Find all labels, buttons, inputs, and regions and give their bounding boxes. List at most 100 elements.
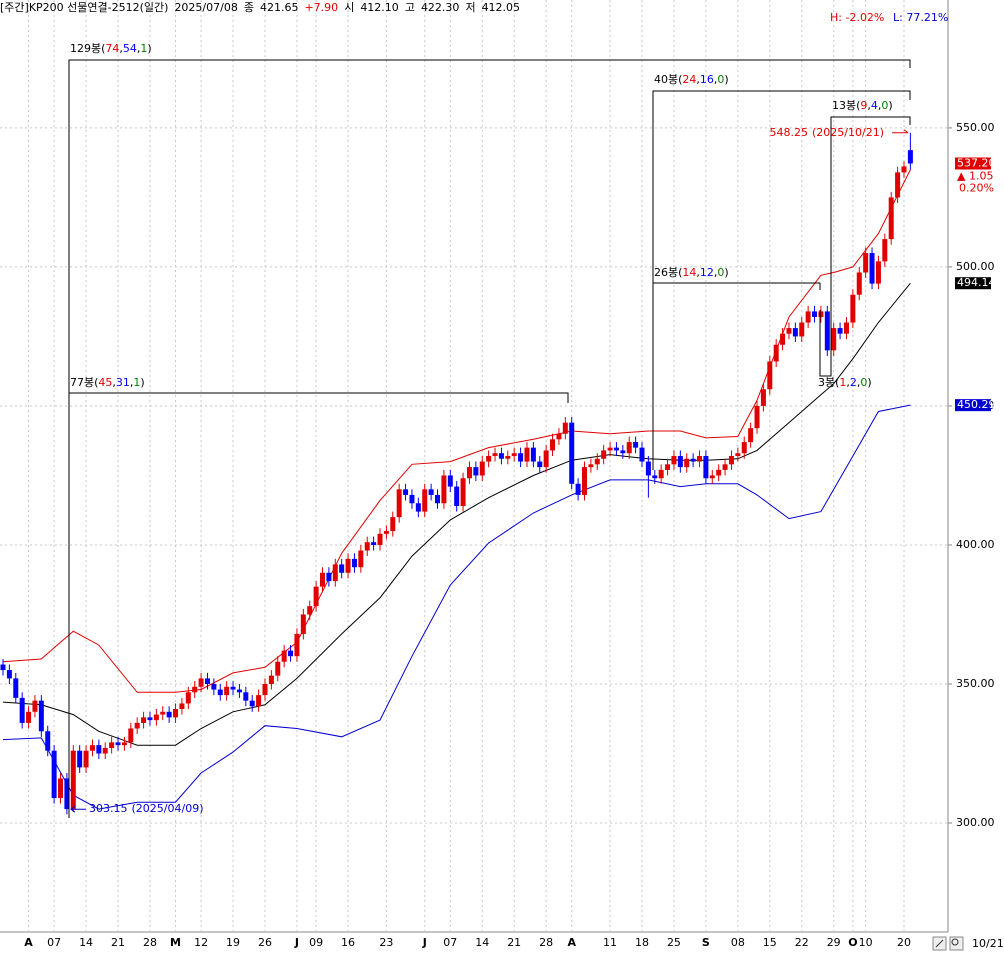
x-tick-label: 21 (507, 936, 521, 949)
header-item: 422.30 (421, 1, 460, 14)
y-tick-label: 400.00 (956, 538, 995, 551)
candle-body (690, 458, 696, 462)
candle-body (581, 467, 587, 495)
low-note: 303.15 (2025/04/09) (89, 802, 203, 815)
bracket-flat: 0 (717, 73, 724, 86)
candle-body (185, 692, 191, 704)
header-item: +7.90 (304, 1, 338, 14)
x-tick-label: A (567, 936, 576, 949)
candle-body (665, 464, 671, 470)
candle-body (58, 778, 64, 798)
candle-body (703, 455, 709, 479)
candle-body (741, 442, 747, 454)
candle-body (179, 703, 185, 710)
bracket-sep2: , (878, 99, 882, 112)
candle-body (588, 464, 594, 468)
range-low: L: 77.21% (893, 11, 948, 24)
bracket-flat: 0 (881, 99, 888, 112)
candle-body (390, 517, 396, 532)
candle-body (626, 442, 632, 454)
header-item: 412.10 (360, 1, 399, 14)
candle-body (236, 689, 242, 693)
price-tag-label: 450.29 (957, 398, 996, 411)
candle-body (728, 455, 734, 465)
candle-body (639, 447, 645, 462)
x-tick-label: 12 (194, 936, 208, 949)
candle-body (115, 742, 121, 746)
candle-body (671, 455, 677, 465)
bracket-label: 26봉( (654, 266, 682, 279)
bracket-up: 14 (682, 266, 696, 279)
x-tick-label: A (24, 936, 33, 949)
candle-body (888, 197, 894, 240)
candle-body (524, 447, 530, 462)
bracket-down: 31 (116, 376, 130, 389)
candle-body (268, 675, 274, 684)
candle-body (83, 750, 89, 768)
x-tick-label: 10 (859, 936, 873, 949)
candle-body (38, 700, 44, 732)
bracket-up: 45 (98, 376, 112, 389)
candle-body (658, 469, 664, 479)
candle-body (473, 467, 479, 476)
bracket-flat: 0 (717, 266, 724, 279)
candle-body (409, 494, 415, 504)
zoom-icon[interactable] (949, 936, 964, 951)
annotations: 129봉(74,54,1)77봉(45,31,1)40봉(24,16,0)26봉… (68, 42, 911, 818)
bracket-label: 77봉(45,31,1) (70, 376, 145, 389)
candle-body (537, 461, 543, 468)
candle-body (709, 475, 715, 479)
candle-body (422, 489, 428, 512)
bracket-label: 129봉( (70, 42, 105, 55)
candle-body (613, 447, 619, 451)
candle-body (396, 489, 402, 518)
price-tag-label: 494.14 (957, 276, 996, 289)
header-item: 고 (405, 1, 415, 14)
x-tick-label: 19 (226, 936, 240, 949)
candle-body (735, 453, 741, 456)
bracket-end: ) (724, 73, 728, 86)
bracket-end: ) (724, 266, 728, 279)
high-note: 548.25 (2025/10/21) (770, 126, 884, 139)
bracket-label: 40봉(24,16,0) (654, 73, 729, 86)
x-tick-label: 09 (309, 936, 323, 949)
candle-body (620, 450, 626, 454)
y-tick-label: 300.00 (956, 816, 995, 829)
candle-body (748, 428, 754, 443)
x-tick-label: 23 (379, 936, 393, 949)
candle-body (141, 717, 147, 723)
low-note-value: 303.15 (89, 802, 128, 815)
candle-body (441, 475, 447, 504)
candle-body (102, 747, 108, 754)
candle-body (498, 453, 504, 459)
bracket-sep2: , (857, 376, 861, 389)
candle-body (249, 700, 255, 707)
candle-body (684, 458, 690, 468)
candle-body (51, 750, 57, 798)
price-tag (955, 277, 991, 290)
bracket-sep2: , (714, 73, 718, 86)
period-bracket (652, 90, 911, 470)
tool-icon-glyph (935, 939, 944, 948)
candle-body (288, 650, 294, 657)
candle-body (262, 683, 268, 696)
candle-body (166, 711, 172, 718)
candle-body (339, 564, 345, 573)
candle-body (505, 455, 511, 459)
bracket-end: ) (140, 376, 144, 389)
bracket-down: 2 (850, 376, 857, 389)
bracket-sep2: , (714, 266, 718, 279)
candle-body (447, 475, 453, 487)
candle-body (722, 464, 728, 470)
candle-body (371, 542, 377, 545)
candle-body (435, 494, 441, 504)
candle-body (6, 670, 12, 679)
date-label: 10/21 (972, 937, 1004, 950)
candle-body (882, 239, 888, 262)
candle-body (121, 742, 127, 746)
candle-body (633, 442, 639, 448)
high-note-date: (2025/10/21) (812, 126, 884, 139)
x-tick-label: 08 (731, 936, 745, 949)
x-tick-label: 26 (258, 936, 272, 949)
